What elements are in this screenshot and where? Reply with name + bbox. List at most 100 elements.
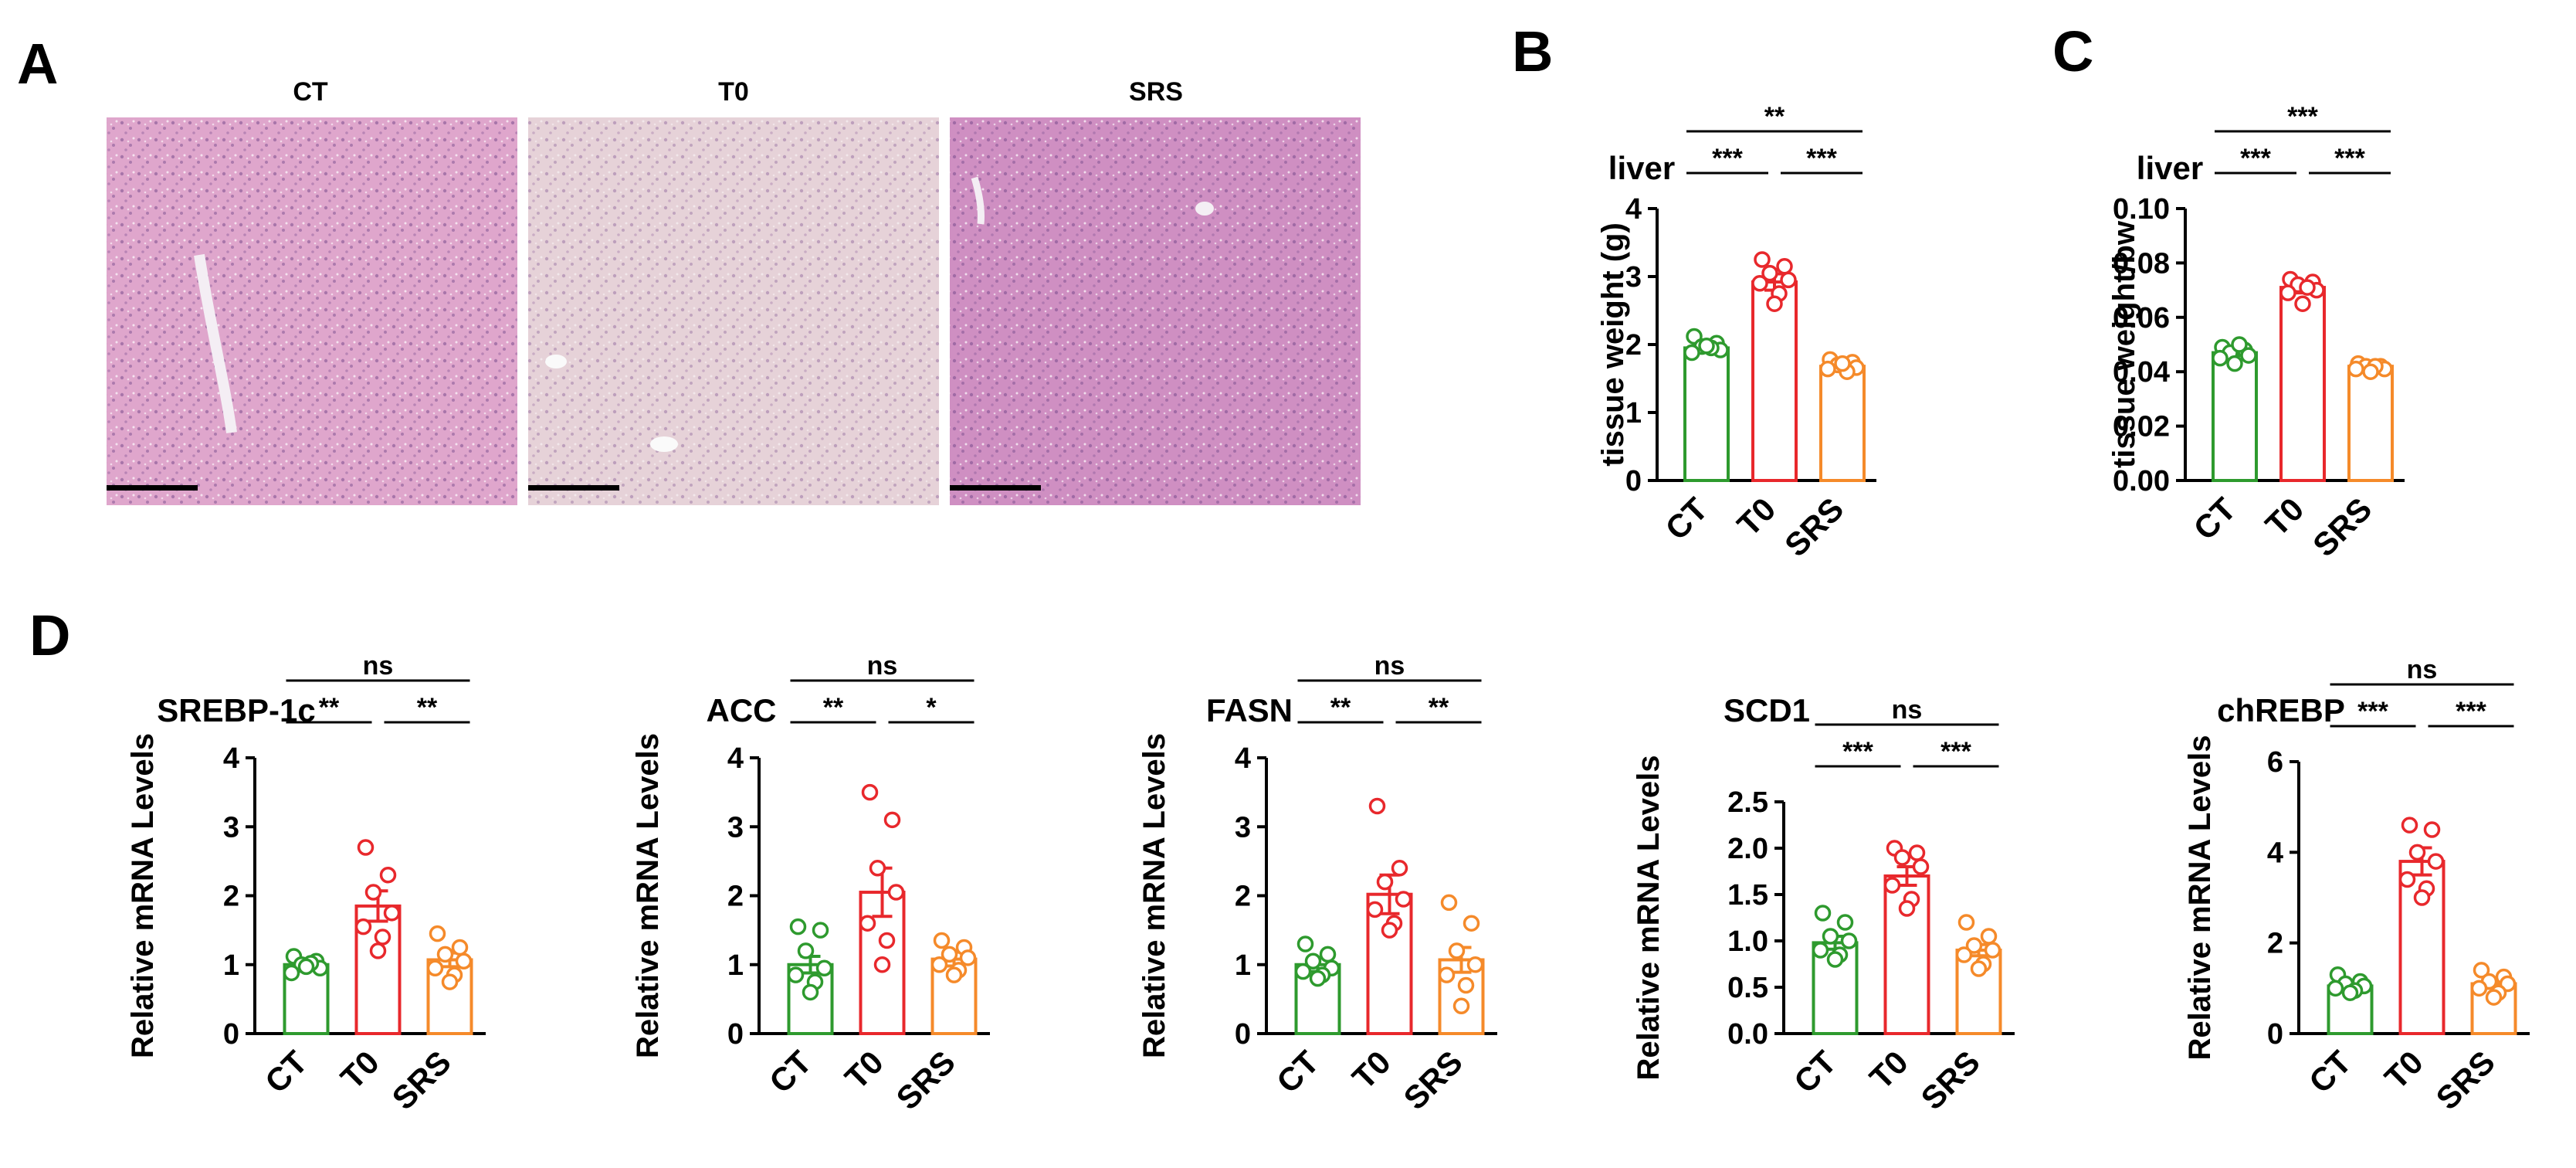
data-point-liver-c-ct-3 [2240, 347, 2257, 364]
y-tick-label-scd1-d4-3: 1.5 [1727, 879, 1768, 912]
data-point-fasn-d3-ct-2 [1304, 952, 1322, 970]
y-tick-label-fasn-d3-0: 0 [1235, 1018, 1251, 1051]
data-point-fasn-d3-srs-2 [1448, 942, 1466, 959]
bar-scd1-d4-t0 [1883, 874, 1930, 1035]
y-tick-label-chrebp-d5-2: 4 [2267, 837, 2283, 869]
x-tick-label-fasn-d3-srs: SRS [1397, 1044, 1469, 1116]
significance-label-chrebp-d5-2: ns [2407, 655, 2438, 684]
data-point-scd1-d4-srs-4 [1955, 946, 1973, 963]
y-tick-label-acc-d2-4: 4 [727, 742, 744, 775]
bar-liver-b-srs [1819, 365, 1866, 482]
data-point-acc-d2-srs-0 [933, 932, 951, 949]
x-tick-label-srebp-1c-d1-t0: T0 [334, 1044, 386, 1096]
data-point-scd1-d4-srs-3 [1984, 942, 2001, 959]
data-point-scd1-d4-t0-3 [1912, 858, 1930, 875]
y-tick-label-chrebp-d5-1: 2 [2267, 928, 2283, 960]
micrograph-srs: SRS [950, 77, 1361, 505]
micrograph-t0: T0 [528, 77, 939, 505]
bar-liver-c-srs [2347, 365, 2394, 482]
micrograph-title-ct: CT [293, 77, 328, 107]
y-tick-label-scd1-d4-0: 0.0 [1727, 1018, 1768, 1051]
x-tick-label-srebp-1c-d1-srs: SRS [385, 1044, 458, 1116]
data-point-fasn-d3-srs-0 [1440, 894, 1458, 912]
y-tick-label-srebp-1c-d1-3: 3 [223, 811, 239, 844]
data-point-srebp-1c-d1-ct-6 [297, 958, 315, 976]
data-point-scd1-d4-ct-4 [1812, 942, 1829, 959]
data-point-chrebp-d5-t0-6 [2413, 889, 2431, 906]
data-point-fasn-d3-t0-0 [1368, 797, 1386, 815]
data-point-acc-d2-ct-3 [815, 959, 833, 976]
y-tick-label-liver-c-4: 0.08 [2113, 247, 2170, 280]
data-point-liver-c-ct-4 [2212, 349, 2229, 367]
data-point-liver-c-ct-6 [2226, 355, 2243, 372]
x-tick-label-scd1-d4-srs: SRS [1914, 1044, 1987, 1116]
data-point-fasn-d3-srs-6 [1452, 997, 1470, 1015]
y-axis-label-acc-d2: Relative mRNA Levels [631, 733, 665, 1058]
y-tick-label-liver-b-4: 4 [1625, 193, 1642, 226]
data-point-liver-b-srs-6 [1834, 355, 1851, 372]
data-point-chrebp-d5-t0-1 [2423, 821, 2441, 838]
panel-letter-b: B [1512, 19, 1553, 83]
data-point-srebp-1c-d1-t0-3 [383, 905, 401, 922]
chart-scd1: SCD1 0.0 0.5 1.0 1.5 2.0 2.5 Relative mRNA Leve… [1632, 692, 2015, 1116]
data-point-srebp-1c-d1-t0-6 [369, 942, 387, 959]
data-point-acc-d2-t0-0 [861, 783, 879, 801]
y-tick-label-liver-b-3: 3 [1625, 261, 1642, 294]
data-point-acc-d2-t0-5 [878, 932, 896, 949]
y-tick-label-fasn-d3-4: 4 [1235, 742, 1251, 775]
micrograph-ct-texture [107, 117, 517, 505]
data-point-fasn-d3-t0-4 [1366, 901, 1384, 918]
y-tick-label-srebp-1c-d1-4: 4 [223, 742, 239, 775]
data-point-scd1-d4-srs-1 [1980, 928, 1998, 945]
y-axis-label-liver-b: tissue weight (g) [1596, 222, 1630, 467]
y-axis-label-liver-c: tissue weight/bw [2107, 220, 2141, 468]
micrograph-ct-vessel [194, 253, 237, 433]
y-tick-label-chrebp-d5-3: 6 [2267, 746, 2283, 779]
scale-bar-t0 [528, 485, 619, 491]
x-tick-label-acc-d2-ct: CT [762, 1044, 819, 1100]
significance-label-fasn-d3-1: ** [1429, 693, 1449, 722]
data-point-acc-d2-srs-4 [930, 956, 948, 973]
significance-label-scd1-d4-1: *** [1940, 737, 1971, 766]
micrograph-title-srs: SRS [1129, 77, 1183, 107]
data-point-acc-d2-t0-1 [883, 811, 901, 829]
y-tick-label-srebp-1c-d1-0: 0 [223, 1018, 239, 1051]
micrograph-t0-vessel-2 [650, 436, 678, 452]
data-point-fasn-d3-t0-2 [1376, 873, 1394, 891]
bar-liver-c-t0 [2279, 286, 2326, 482]
y-tick-label-fasn-d3-1: 1 [1235, 949, 1251, 982]
y-tick-label-liver-c-5: 0.10 [2113, 193, 2170, 226]
y-tick-label-liver-c-0: 0.00 [2113, 465, 2170, 497]
data-point-fasn-d3-ct-0 [1296, 935, 1314, 952]
micrograph-srs-vessel [971, 176, 985, 225]
data-point-liver-b-srs-4 [1819, 360, 1836, 378]
significance-label-liver-c-0: *** [2240, 144, 2271, 173]
data-point-scd1-d4-srs-0 [1957, 914, 1975, 931]
significance-label-liver-c-2: *** [2287, 102, 2318, 131]
x-tick-label-fasn-d3-t0: T0 [1345, 1044, 1398, 1096]
data-point-acc-d2-srs-3 [959, 949, 977, 966]
data-point-acc-d2-t0-6 [873, 956, 891, 973]
x-tick-label-acc-d2-t0: T0 [838, 1044, 890, 1096]
data-point-liver-c-t0-6 [2294, 295, 2311, 312]
micrograph-ct: CT [107, 77, 517, 505]
data-point-liver-b-t0-0 [1754, 251, 1771, 268]
y-axis-label-chrebp-d5: Relative mRNA Levels [2183, 735, 2217, 1061]
x-tick-label-srebp-1c-d1-ct: CT [258, 1044, 314, 1100]
y-tick-label-acc-d2-0: 0 [727, 1018, 744, 1051]
data-point-chrebp-d5-t0-0 [2401, 817, 2418, 834]
y-tick-label-scd1-d4-1: 0.5 [1727, 972, 1768, 1004]
data-point-liver-b-ct-4 [1683, 344, 1700, 362]
data-point-liver-c-srs-6 [2362, 363, 2379, 380]
significance-label-srebp-1c-d1-0: ** [319, 693, 340, 722]
data-point-chrebp-d5-ct-4 [2327, 980, 2344, 997]
data-point-chrebp-d5-t0-2 [2408, 844, 2426, 861]
data-point-fasn-d3-ct-4 [1294, 963, 1312, 980]
data-point-liver-b-t0-6 [1766, 295, 1783, 312]
data-point-liver-b-t0-2 [1761, 264, 1778, 282]
y-axis-label-scd1-d4: Relative mRNA Levels [1632, 755, 1666, 1081]
micrograph-t0-vessel [545, 355, 567, 368]
